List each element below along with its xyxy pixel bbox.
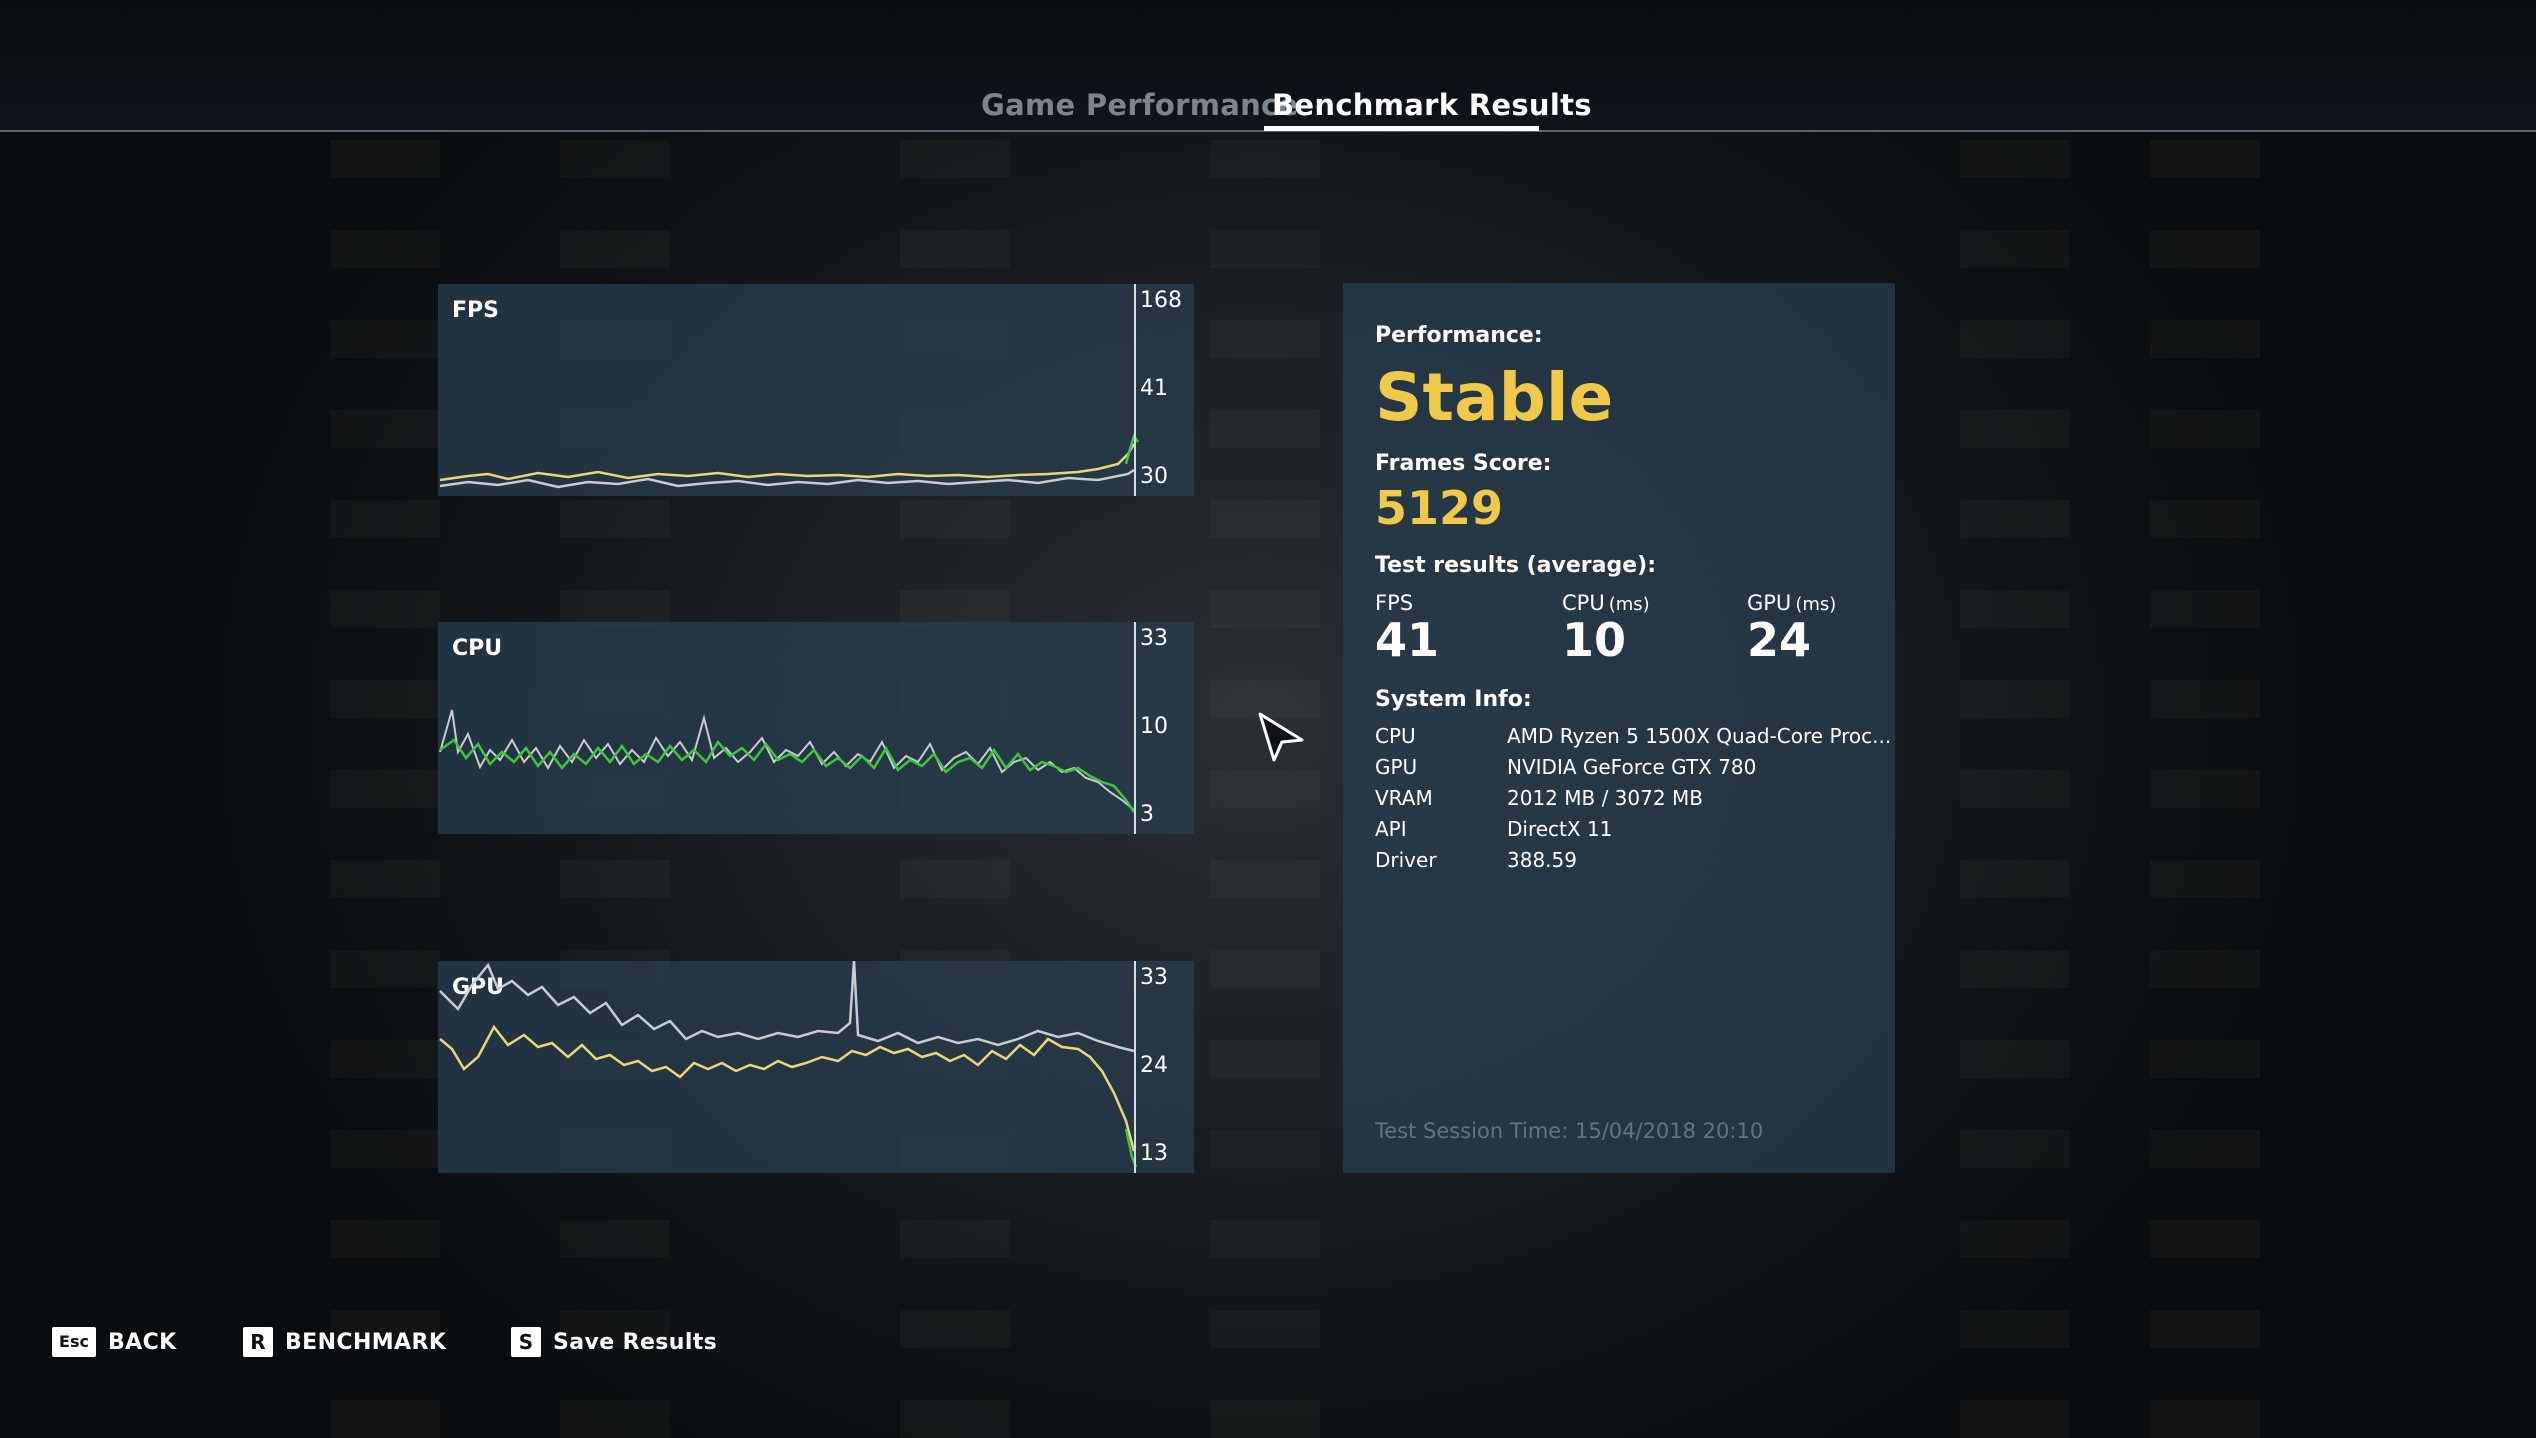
system-info-label: System Info:	[1375, 687, 1532, 712]
sysinfo-cpu-value: AMD Ryzen 5 1500X Quad-Core Proc...	[1507, 724, 1892, 748]
cpu-axis-label-bottom: 3	[1140, 802, 1154, 827]
gpu-series-yellow	[439, 1024, 1136, 1152]
cpu-axis-label-mid: 10	[1140, 714, 1168, 739]
results-panel: Performance: Stable Frames Score: 5129 T…	[1343, 283, 1895, 1173]
background-texture	[1960, 140, 2070, 1438]
sysinfo-vram-key: VRAM	[1375, 786, 1433, 810]
cpu-graph-title: CPU	[452, 636, 503, 661]
test-results-label: Test results (average):	[1375, 553, 1656, 578]
session-time: Test Session Time: 15/04/2018 20:10	[1375, 1119, 1764, 1143]
fps-axis-label-top: 168	[1140, 288, 1182, 313]
sysinfo-api-value: DirectX 11	[1507, 817, 1613, 841]
back-label: BACK	[108, 1329, 177, 1355]
background-texture	[2150, 140, 2260, 1438]
tab-game-performance[interactable]: Game Performance	[981, 88, 1299, 122]
sysinfo-api-key: API	[1375, 817, 1407, 841]
cpu-graph-plot	[439, 709, 1136, 813]
avg-gpu-label: GPU (ms)	[1747, 591, 1837, 615]
avg-fps-label: FPS	[1375, 591, 1414, 615]
active-tab-indicator	[1264, 126, 1539, 131]
fps-axis	[1134, 284, 1136, 496]
fps-graph-plot	[439, 433, 1140, 489]
sysinfo-gpu-key: GPU	[1375, 755, 1418, 779]
fps-series-gray	[439, 468, 1135, 489]
gpu-series-gray	[439, 961, 1135, 1053]
tab-benchmark-results[interactable]: Benchmark Results	[1272, 88, 1592, 122]
esc-key-icon: Esc	[52, 1327, 96, 1357]
fps-graph-title: FPS	[452, 298, 499, 323]
r-key-icon: R	[243, 1327, 273, 1357]
benchmark-label: BENCHMARK	[285, 1329, 447, 1355]
cpu-axis	[1134, 622, 1136, 834]
background-texture	[330, 140, 440, 1438]
sysinfo-cpu-key: CPU	[1375, 724, 1416, 748]
gpu-axis-label-mid: 24	[1140, 1053, 1168, 1078]
avg-cpu-value: 10	[1562, 613, 1627, 667]
avg-cpu-label: CPU (ms)	[1562, 591, 1650, 615]
top-divider	[0, 130, 2536, 132]
cpu-axis-label-top: 33	[1140, 626, 1168, 651]
gpu-axis-label-top: 33	[1140, 965, 1168, 990]
mouse-cursor-icon	[1258, 712, 1304, 762]
top-bar	[0, 0, 2536, 132]
cpu-series-gray	[439, 709, 1135, 811]
frames-score-value: 5129	[1375, 481, 1504, 535]
performance-value: Stable	[1375, 359, 1614, 436]
sysinfo-driver-value: 388.59	[1507, 848, 1577, 872]
save-results-label: Save Results	[553, 1329, 718, 1355]
benchmark-button[interactable]: R BENCHMARK	[243, 1326, 446, 1358]
s-key-icon: S	[511, 1327, 541, 1357]
save-results-button[interactable]: S Save Results	[511, 1326, 717, 1358]
gpu-graph-plot	[439, 961, 1138, 1168]
fps-axis-label-mid: 41	[1140, 376, 1168, 401]
avg-gpu-value: 24	[1747, 613, 1812, 667]
fps-graph: FPS 168 41 30	[438, 284, 1194, 496]
avg-fps-value: 41	[1375, 613, 1440, 667]
cpu-series-green	[439, 738, 1136, 813]
sysinfo-gpu-value: NVIDIA GeForce GTX 780	[1507, 755, 1757, 779]
frames-score-label: Frames Score:	[1375, 451, 1552, 476]
sysinfo-driver-key: Driver	[1375, 848, 1437, 872]
gpu-graph: GPU 33 24 13	[438, 961, 1194, 1173]
fps-series-green	[1124, 433, 1140, 465]
fps-series-yellow	[439, 443, 1136, 482]
sysinfo-vram-value: 2012 MB / 3072 MB	[1507, 786, 1703, 810]
gpu-axis	[1134, 961, 1136, 1173]
cpu-graph: CPU 33 10 3	[438, 622, 1194, 834]
fps-axis-label-bottom: 30	[1140, 464, 1168, 489]
back-button[interactable]: Esc BACK	[52, 1326, 177, 1358]
background-texture	[1210, 140, 1320, 1438]
gpu-axis-label-bottom: 13	[1140, 1141, 1168, 1166]
performance-label: Performance:	[1375, 323, 1543, 348]
